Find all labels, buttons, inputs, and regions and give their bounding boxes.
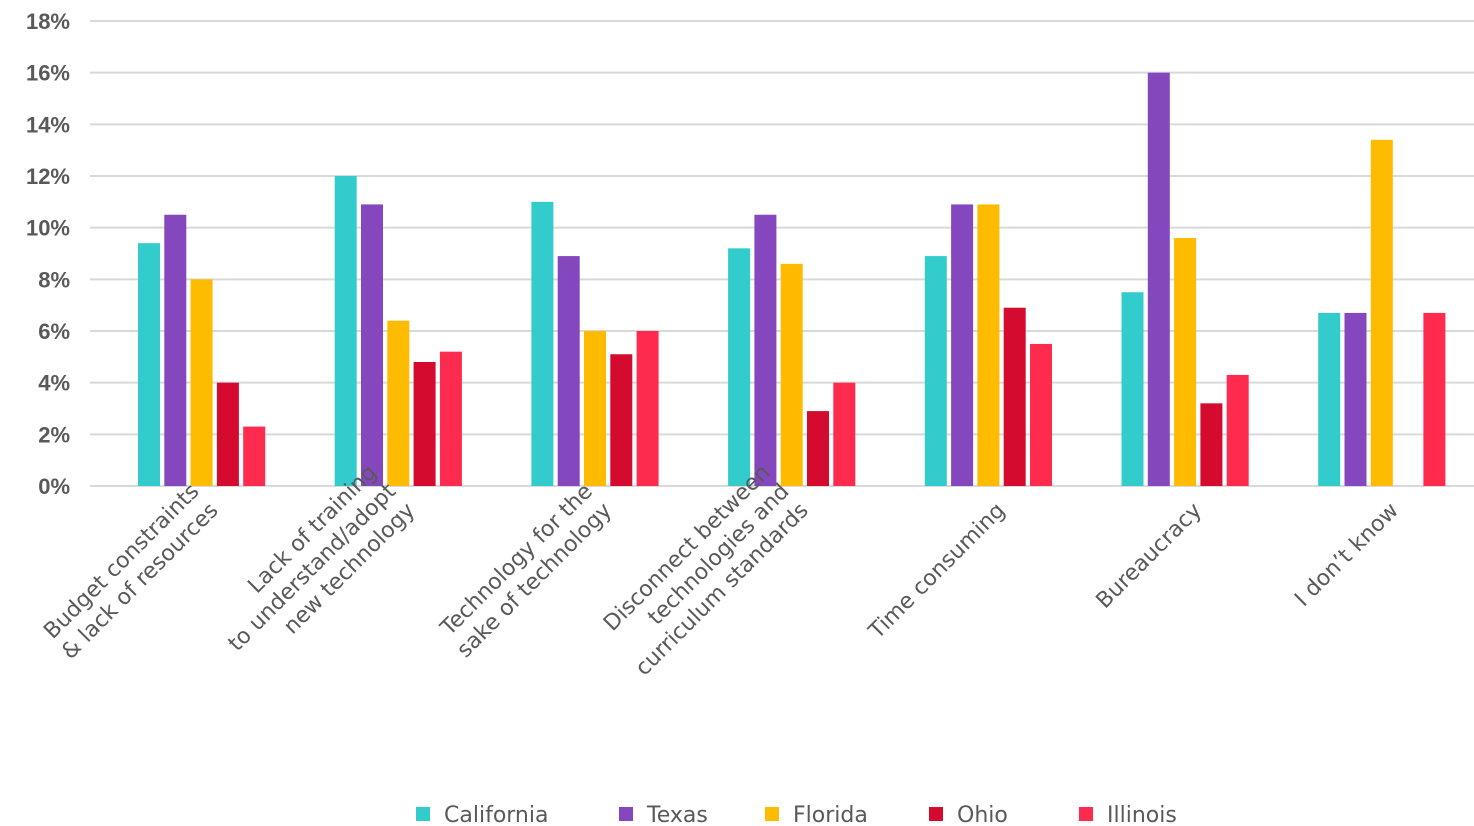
bar <box>584 331 606 486</box>
bar <box>1174 238 1197 486</box>
bar <box>807 411 829 486</box>
y-tick-label: 18% <box>26 9 70 34</box>
y-tick-label: 0% <box>38 474 70 499</box>
x-tick-label-line: I don’t know <box>1290 498 1404 612</box>
x-tick-label: Bureaucracy <box>1092 498 1207 613</box>
bar <box>1344 312 1367 486</box>
bar <box>728 248 751 486</box>
bar <box>439 351 462 486</box>
x-tick-label-line: Technology for the <box>435 479 597 641</box>
y-tick-label: 2% <box>38 422 70 447</box>
bar <box>924 256 947 486</box>
x-tick-label-line: Bureaucracy <box>1092 498 1207 613</box>
bar <box>413 362 436 486</box>
bar <box>977 204 1000 486</box>
legend-label: Florida <box>793 803 868 826</box>
bar <box>164 214 187 486</box>
bar <box>754 214 777 486</box>
bar <box>1030 343 1052 486</box>
legend-label: California <box>444 803 548 826</box>
bars <box>138 72 1446 487</box>
bar <box>190 279 213 486</box>
legend: California Texas Florida Ohio Illinois <box>416 803 1177 826</box>
legend-swatch <box>416 807 430 821</box>
x-tick-label-line: to understand/adopt <box>224 479 402 657</box>
bar <box>610 354 633 486</box>
bar <box>138 243 160 486</box>
bar <box>636 331 659 486</box>
bar <box>387 320 410 486</box>
y-tick-label: 8% <box>38 267 70 292</box>
bar <box>216 382 239 486</box>
bar <box>1370 139 1393 487</box>
y-axis-ticks: 0% 2% 4% 6% 8% 10% 12% 14% 16% 18% <box>26 9 70 499</box>
bar <box>1318 312 1341 486</box>
x-tick-label-line: Time consuming <box>864 498 1011 645</box>
bar <box>833 382 856 486</box>
legend-swatch <box>1079 807 1093 821</box>
bar <box>1003 307 1026 486</box>
x-tick-label-line: & lack of resources <box>57 498 223 664</box>
y-tick-label: 12% <box>26 164 70 189</box>
bar <box>361 204 383 486</box>
y-tick-label: 14% <box>26 112 70 137</box>
bar <box>1226 374 1249 486</box>
y-tick-label: 10% <box>26 216 70 241</box>
bar <box>557 256 580 486</box>
bar <box>1147 72 1170 487</box>
x-axis-ticks: Budget constraints& lack of resources Lac… <box>39 460 1404 681</box>
legend-swatch <box>765 807 779 821</box>
y-tick-label: 6% <box>38 319 70 344</box>
legend-label: Ohio <box>957 803 1008 826</box>
x-tick-label: I don’t know <box>1290 498 1404 612</box>
bar <box>334 176 357 486</box>
bar <box>1423 312 1446 486</box>
bar <box>1121 292 1144 486</box>
y-tick-label: 16% <box>26 61 70 86</box>
legend-swatch <box>929 807 943 821</box>
x-tick-label: Time consuming <box>864 498 1011 645</box>
x-tick-label-line: Budget constraints <box>39 479 204 644</box>
x-tick-label-line: sake of technology <box>452 498 617 663</box>
legend-label: Texas <box>646 803 708 826</box>
bar <box>531 201 554 487</box>
y-tick-label: 4% <box>38 371 70 396</box>
bar <box>243 426 266 486</box>
bar <box>1200 403 1223 486</box>
legend-swatch <box>619 807 633 821</box>
x-tick-label: Budget constraints& lack of resources <box>39 479 223 665</box>
bar <box>780 263 803 486</box>
legend-label: Illinois <box>1107 803 1177 826</box>
bar <box>951 204 974 486</box>
